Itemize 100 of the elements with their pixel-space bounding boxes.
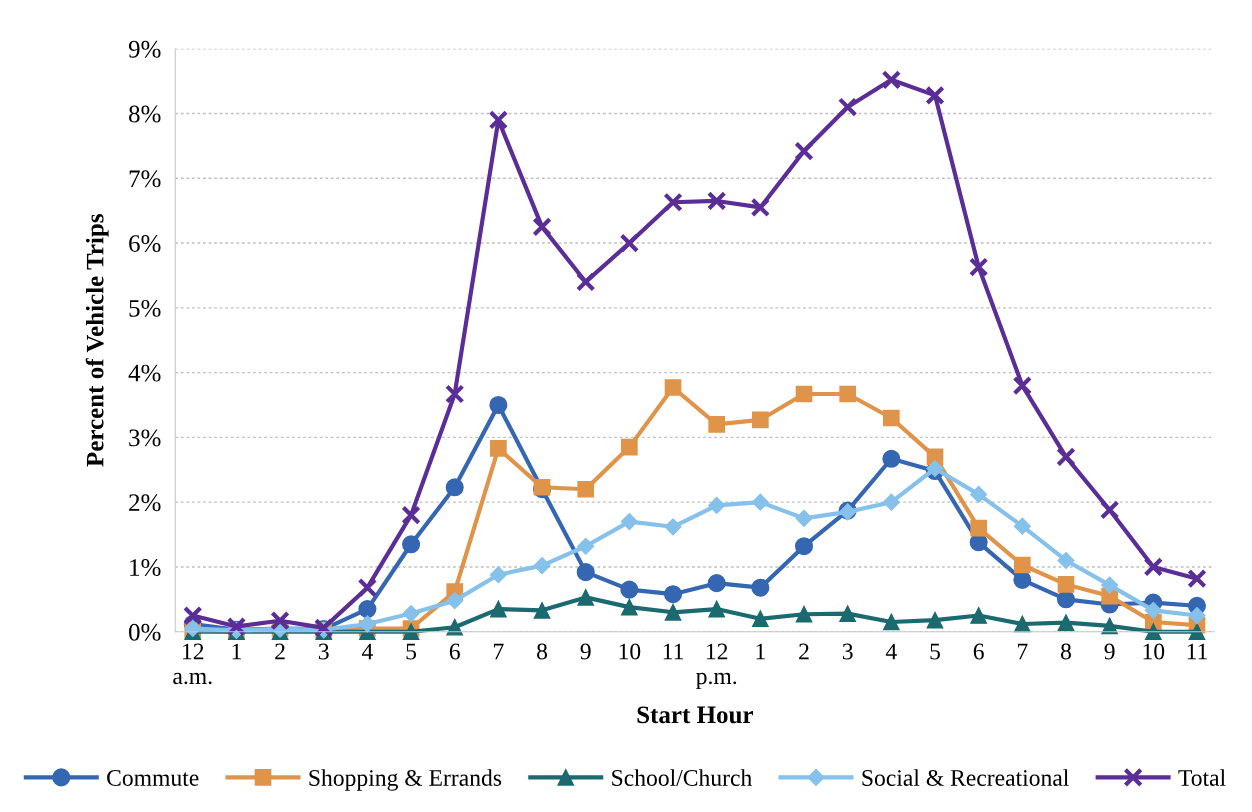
- y-tick-label: 4%: [128, 364, 161, 382]
- x-tick-label: 3: [318, 643, 329, 660]
- point: [883, 409, 900, 427]
- point: [1188, 623, 1206, 641]
- y-tick-label: 1%: [130, 559, 161, 576]
- point: [1144, 601, 1162, 619]
- point: [620, 580, 639, 599]
- point: [577, 480, 595, 498]
- point: [226, 616, 247, 637]
- point: [402, 623, 420, 641]
- point: [621, 598, 638, 616]
- point: [489, 566, 507, 584]
- point: [750, 197, 771, 218]
- point: [402, 535, 421, 554]
- point: [533, 602, 551, 619]
- point: [577, 589, 595, 606]
- x-tick-label: 2: [275, 643, 285, 660]
- point: [619, 233, 640, 253]
- point: [925, 85, 945, 106]
- point: [882, 493, 900, 511]
- point: [532, 217, 552, 237]
- point: [794, 537, 814, 556]
- point: [970, 485, 988, 503]
- y-tick-label: 8%: [129, 105, 161, 123]
- x-tick-label: 7: [1017, 643, 1028, 660]
- y-tick-label: 9%: [128, 40, 161, 58]
- point: [402, 605, 420, 623]
- y-tick-label: 2%: [129, 494, 161, 512]
- point: [1187, 568, 1207, 589]
- point: [664, 603, 682, 621]
- x-tick-label: 5: [406, 643, 417, 660]
- x-tick-label: 10: [1143, 643, 1165, 660]
- x-tick-label: 4: [361, 643, 373, 660]
- legend-label: Total: [1178, 769, 1226, 786]
- point: [401, 505, 421, 525]
- point: [621, 438, 638, 456]
- point: [970, 607, 987, 624]
- x-tick-label: 3: [842, 643, 853, 660]
- point: [751, 578, 770, 597]
- point: [446, 618, 464, 636]
- x-tick-label: 11: [663, 643, 683, 660]
- x-tick-label: 12 p.m.: [696, 643, 737, 689]
- x-tick-label: 8: [1060, 643, 1071, 660]
- x-tick-label: 12 a.m.: [173, 643, 212, 685]
- x-tick-label: 11: [1187, 643, 1207, 660]
- point: [1188, 606, 1206, 625]
- point: [751, 493, 769, 511]
- point: [1057, 551, 1075, 570]
- point: [358, 600, 377, 619]
- y-tick-label: 7%: [129, 170, 161, 188]
- point: [795, 385, 813, 403]
- x-tick-label: 1: [232, 643, 241, 660]
- legend-label: Social & Recreational: [862, 769, 1069, 786]
- point: [357, 577, 378, 598]
- point: [446, 592, 464, 610]
- point: [968, 257, 989, 277]
- point: [576, 563, 595, 582]
- point: [795, 605, 813, 623]
- point: [1057, 576, 1075, 593]
- point: [708, 416, 726, 433]
- point: [1013, 615, 1031, 633]
- legend-label: Commute: [107, 770, 199, 786]
- point: [664, 518, 682, 536]
- x-tick-label: 1: [756, 643, 765, 660]
- point: [1056, 590, 1076, 609]
- point: [1057, 614, 1075, 632]
- point: [489, 395, 508, 415]
- point: [358, 615, 376, 633]
- x-tick-label: 7: [494, 643, 504, 660]
- x-tick-label: 9: [580, 643, 591, 660]
- point: [1101, 576, 1119, 594]
- x-tick-label: 5: [930, 643, 940, 660]
- point: [490, 600, 507, 618]
- point: [577, 537, 595, 555]
- point: [488, 110, 509, 130]
- point: [664, 379, 682, 396]
- point: [708, 496, 726, 514]
- x-tick-label: 2: [799, 643, 809, 660]
- point: [490, 440, 507, 457]
- y-tick-label: 3%: [129, 429, 161, 447]
- point: [794, 141, 814, 161]
- x-tick-label: 9: [1104, 643, 1115, 660]
- legend-label: Shopping & Errands: [309, 769, 502, 791]
- legend-label: School/Church: [612, 769, 752, 786]
- point: [706, 191, 727, 211]
- point: [926, 611, 944, 629]
- point: [575, 272, 596, 292]
- point: [1143, 557, 1164, 577]
- point: [970, 519, 987, 537]
- point: [707, 574, 726, 593]
- point: [881, 70, 902, 90]
- point: [1013, 517, 1031, 535]
- x-tick-label: 4: [885, 643, 897, 660]
- x-tick-label: 8: [537, 643, 548, 660]
- point: [1101, 617, 1118, 635]
- point: [664, 585, 683, 604]
- point: [708, 600, 726, 618]
- point: [837, 97, 858, 117]
- y-tick-label: 6%: [129, 235, 161, 253]
- point: [752, 411, 769, 429]
